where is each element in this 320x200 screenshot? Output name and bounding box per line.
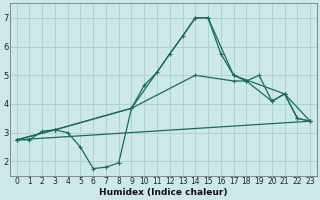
X-axis label: Humidex (Indice chaleur): Humidex (Indice chaleur) xyxy=(99,188,228,197)
